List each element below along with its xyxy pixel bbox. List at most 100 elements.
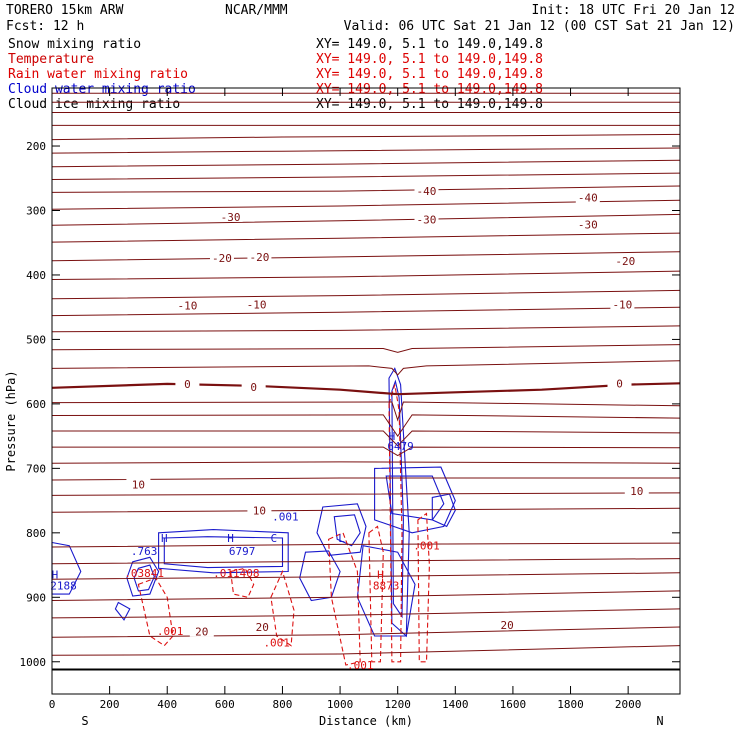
x-end-label-north: N [656, 714, 663, 728]
x-tick-label: 1000 [327, 698, 354, 711]
temperature-label-bg [247, 249, 272, 262]
legend-entry-xy: XY= 149.0, 5.1 to 149.0,149.8 [316, 97, 543, 112]
temperature-label: -40 [417, 185, 437, 198]
temperature-label-bg [189, 624, 214, 637]
isotherm-line [51, 558, 681, 565]
isotherm-line [51, 185, 681, 193]
x-tick-label: 1800 [557, 698, 584, 711]
temperature-label: -20 [249, 251, 269, 264]
plot-area: -40 -40 -30 -30 -30 -20 -20 -20 -10 -10 -10 0 0 0 10 10… [50, 92, 681, 672]
temperature-label-bg [126, 477, 151, 490]
isotherm-line [51, 270, 681, 280]
temperature-label: 20 [256, 621, 269, 634]
temperature-label-bg [607, 376, 632, 389]
temperature-label: -10 [612, 299, 632, 312]
cloud-water-contour [385, 475, 445, 521]
temperature-label: 10 [630, 485, 643, 498]
rain-label: H [377, 569, 384, 582]
isotherm-line [51, 344, 681, 353]
isotherm-line [51, 232, 681, 243]
temperature-label: 10 [132, 478, 145, 491]
plot-frame [51, 87, 681, 695]
rain-water-contour [270, 569, 295, 647]
rain-label: .001 [157, 625, 184, 638]
isotherm-line [51, 251, 681, 262]
center-name: NCAR/MMM [225, 3, 288, 18]
x-axis-label: Distance (km) [319, 714, 413, 728]
zero-isotherm-line [51, 382, 681, 396]
cloud-water-contour [431, 493, 456, 528]
temperature-label: 0 [250, 381, 257, 394]
temperature-label-bg [244, 297, 269, 310]
cloud-label: L [338, 532, 345, 545]
x-tick-label: 2000 [615, 698, 642, 711]
init-time: Init: 18 UTC Fri 20 Jan 12 [532, 3, 736, 18]
rain-water-contour [417, 512, 430, 663]
temperature-label-bg [575, 190, 600, 203]
cloud-label: 2188 [50, 580, 77, 593]
y-tick-label: 700 [26, 462, 46, 475]
rain-label: .001 [413, 540, 440, 553]
temperature-label: 10 [253, 504, 266, 517]
y-tick-label: 1000 [20, 656, 47, 669]
isotherm-line [51, 172, 681, 180]
temperature-label: -30 [417, 214, 437, 227]
temperature-label-bg [241, 380, 266, 393]
isotherm-line [51, 507, 681, 513]
rain-water-contour [328, 532, 361, 666]
temperature-label: 0 [616, 377, 623, 390]
y-tick-label: 800 [26, 527, 46, 540]
header: TORERO 15km ARW NCAR/MMM Init: 18 UTC Fr… [6, 3, 735, 34]
temperature-label: -30 [221, 211, 241, 224]
y-tick-label: 300 [26, 204, 46, 217]
temperature-label: 0 [184, 378, 191, 391]
rain-water-contour [137, 577, 174, 647]
temperature-label-bg [250, 619, 275, 632]
isotherm-line [51, 199, 681, 210]
cloud-water-contour [158, 529, 289, 574]
cloud-label: .763 [131, 545, 158, 558]
x-tick-label: 400 [157, 698, 177, 711]
legend-entry-name: Rain water mixing ratio [8, 67, 188, 82]
isotherm-line [51, 590, 681, 601]
temperature-label-bg [610, 297, 635, 310]
legend-entry-xy: XY= 149.0, 5.1 to 149.0,149.8 [316, 52, 543, 67]
cloud-label: 6797 [229, 545, 256, 558]
axes: 0 200 400 600 800 1000 1200 1400 1600 1800 2000200… [4, 87, 681, 728]
legend-entry-xy: XY= 149.0, 5.1 to 149.0,149.8 [316, 37, 543, 52]
temperature-label-bg [247, 503, 272, 516]
cloud-label: .001 [272, 511, 299, 524]
rain-water-contour [368, 525, 384, 663]
temperature-label: -20 [615, 255, 635, 268]
legend-entry-name: Cloud ice mixing ratio [8, 97, 180, 112]
y-tick-label: 900 [26, 591, 46, 604]
cloud-water-contour [299, 550, 341, 602]
rain-water-contour [388, 384, 403, 663]
temperature-label: -40 [578, 192, 598, 205]
y-axis-label: Pressure (hPa) [4, 370, 18, 471]
legend-entry-name: Snow mixing ratio [8, 37, 141, 52]
cloud-label: H [161, 532, 168, 545]
isotherm-line [51, 360, 681, 376]
x-end-label-south: S [81, 714, 88, 728]
isotherm-line [51, 645, 681, 656]
cloud-label: H [52, 569, 59, 582]
isotherm-line [51, 461, 681, 464]
temperature-label: -20 [212, 252, 232, 265]
temperature-label-bg [209, 251, 234, 264]
rain-label: .001 [263, 636, 290, 649]
isotherm-line [51, 626, 681, 638]
isotherm-line [51, 289, 681, 300]
isotherm-line [51, 133, 681, 141]
cloud-water-contour [114, 601, 131, 621]
cloud-label: 6479 [387, 440, 414, 453]
legend-entry-xy: XY= 149.0, 5.1 to 149.0,149.8 [316, 67, 543, 82]
isotherm-line [51, 608, 681, 619]
cloud-label: H [227, 532, 234, 545]
x-tick-label: 600 [215, 698, 235, 711]
x-tick-label: 1600 [500, 698, 527, 711]
rain-label: .001 [347, 659, 374, 672]
y-tick-label: 500 [26, 333, 46, 346]
isotherm-line [51, 325, 681, 333]
